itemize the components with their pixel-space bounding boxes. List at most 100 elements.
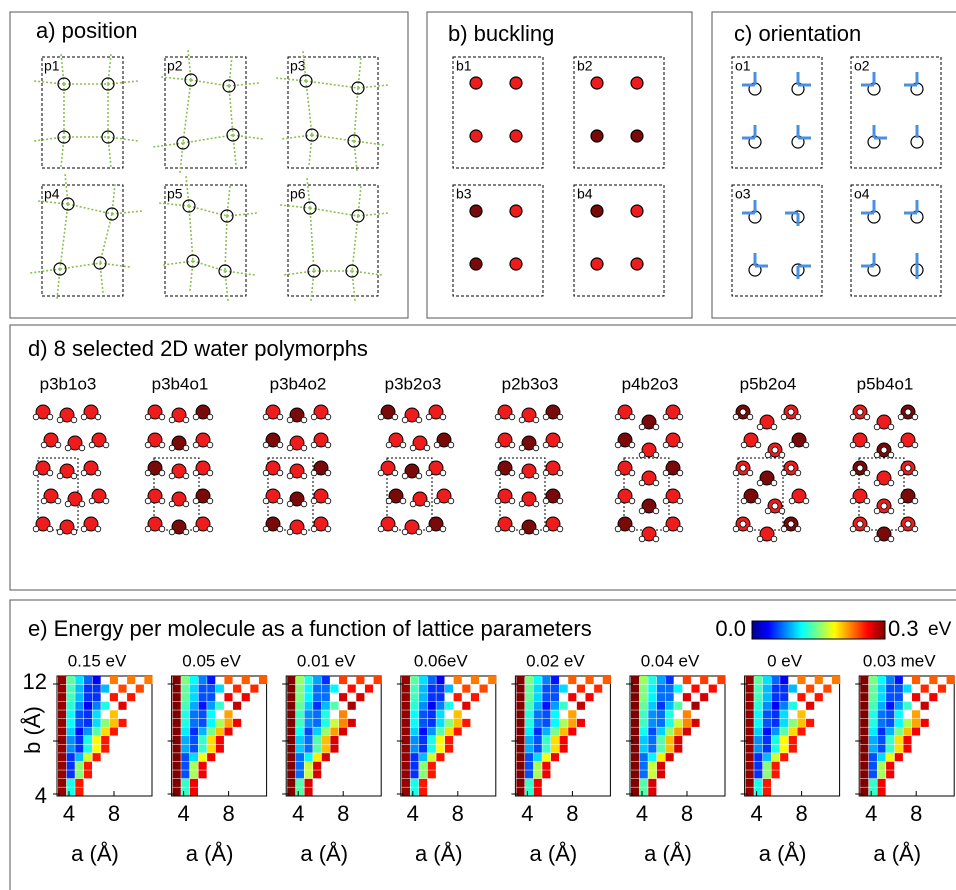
heatmap-cell xyxy=(101,685,109,693)
heatmap-cell xyxy=(603,676,611,684)
heatmap-cell xyxy=(886,745,894,753)
heatmap-cell xyxy=(419,693,427,701)
heatmap-cell xyxy=(410,745,418,753)
hydrogen xyxy=(55,442,61,448)
bond xyxy=(112,211,142,214)
heatmap-cell xyxy=(780,736,788,744)
heatmap-cell xyxy=(789,702,797,710)
heatmap-cell xyxy=(216,727,224,735)
hydrogen xyxy=(263,414,269,420)
heatmap-cell xyxy=(886,693,894,701)
hydrogen xyxy=(888,536,894,542)
hydrogen xyxy=(301,473,307,479)
heatmap-cell xyxy=(207,719,215,727)
heatmap-cell xyxy=(75,693,83,701)
heatmap-cell xyxy=(815,693,823,701)
energy-label: 0.02 eV xyxy=(526,651,585,670)
hydrogen xyxy=(757,480,763,486)
hydrogen xyxy=(416,473,422,479)
hydrogen xyxy=(41,498,47,504)
heatmap-cell xyxy=(594,685,602,693)
heatmap-cell xyxy=(648,702,656,710)
hydrogen xyxy=(145,470,151,476)
heatmap-cell xyxy=(181,676,189,684)
oxygen-ring xyxy=(881,447,887,453)
heatmap-cell xyxy=(525,710,533,718)
hydrogen xyxy=(277,498,283,504)
heatmap-cell xyxy=(287,685,295,693)
heatmap-cell xyxy=(763,736,771,744)
heatmap-cell xyxy=(428,727,436,735)
heatmap-cell xyxy=(67,770,75,778)
heatmap-cell xyxy=(330,719,338,727)
heatmap-cell xyxy=(640,676,648,684)
heatmap-cell xyxy=(895,727,903,735)
hydrogen xyxy=(301,445,307,451)
heatmap-cell xyxy=(648,736,656,744)
hydrogen xyxy=(781,526,787,532)
heatmap-cell xyxy=(754,710,762,718)
bond xyxy=(186,176,189,206)
heatmap-cell xyxy=(780,745,788,753)
hydrogen xyxy=(533,445,539,451)
heatmap-cell xyxy=(419,710,427,718)
heatmap-cell xyxy=(75,685,83,693)
heatmap-cell xyxy=(525,753,533,761)
bond xyxy=(310,208,314,271)
heatmap-cell xyxy=(640,770,648,778)
heatmap-cell xyxy=(877,753,885,761)
heatmap-cell xyxy=(551,702,559,710)
bond xyxy=(189,206,193,261)
heatmap-cell xyxy=(903,727,911,735)
heatmap-cell xyxy=(436,693,444,701)
heatmap-cell xyxy=(789,727,797,735)
heatmap-cell xyxy=(67,676,75,684)
polymorph-name: p5b4o1 xyxy=(857,374,914,393)
heatmap-cell xyxy=(181,779,189,787)
x-tick-label: 8 xyxy=(452,801,464,826)
heatmap-cell xyxy=(58,710,66,718)
heatmap-cell xyxy=(886,719,894,727)
heatmap-cell xyxy=(525,787,533,795)
hydrogen xyxy=(615,470,621,476)
heatmap-cell xyxy=(754,745,762,753)
heatmap-cell xyxy=(717,676,725,684)
heatmap-cell xyxy=(287,779,295,787)
hydrogen xyxy=(424,445,430,451)
hydrogen xyxy=(850,442,856,448)
heatmap-cell xyxy=(199,770,207,778)
heatmap-cell xyxy=(287,710,295,718)
heatmap-cell xyxy=(436,676,444,684)
heatmap-cell xyxy=(869,727,877,735)
heatmap-cell xyxy=(436,710,444,718)
heatmap-cell xyxy=(551,753,559,761)
heatmap-cell xyxy=(402,736,410,744)
hydrogen xyxy=(898,414,904,420)
heatmap-cell xyxy=(542,702,550,710)
heatmap-cell xyxy=(754,685,762,693)
heatmap-cell xyxy=(903,685,911,693)
hydrogen xyxy=(159,442,165,448)
heatmap-cell xyxy=(640,702,648,710)
heatmap-cell xyxy=(763,787,771,795)
heatmap-cell xyxy=(67,779,75,787)
colorbar-unit: eV xyxy=(928,619,952,640)
heatmap-cell xyxy=(886,762,894,770)
hydrogen xyxy=(440,470,446,476)
heatmap-cell xyxy=(313,770,321,778)
energy-label: 0.06eV xyxy=(414,651,469,670)
heatmap-cell xyxy=(296,745,304,753)
heatmap-cell xyxy=(402,770,410,778)
heatmap-cell xyxy=(93,736,101,744)
x-tick-label: 4 xyxy=(63,801,75,826)
hydrogen xyxy=(57,473,63,479)
hydrogen xyxy=(912,442,918,448)
heatmap-cell xyxy=(683,693,691,701)
heatmap-cell xyxy=(84,702,92,710)
heatmap-cell xyxy=(869,779,877,787)
hydrogen xyxy=(677,526,683,532)
polymorph-name: p3b1o3 xyxy=(40,374,97,393)
hydrogen xyxy=(663,470,669,476)
hydrogen xyxy=(47,526,53,532)
heatmap-cell xyxy=(772,702,780,710)
